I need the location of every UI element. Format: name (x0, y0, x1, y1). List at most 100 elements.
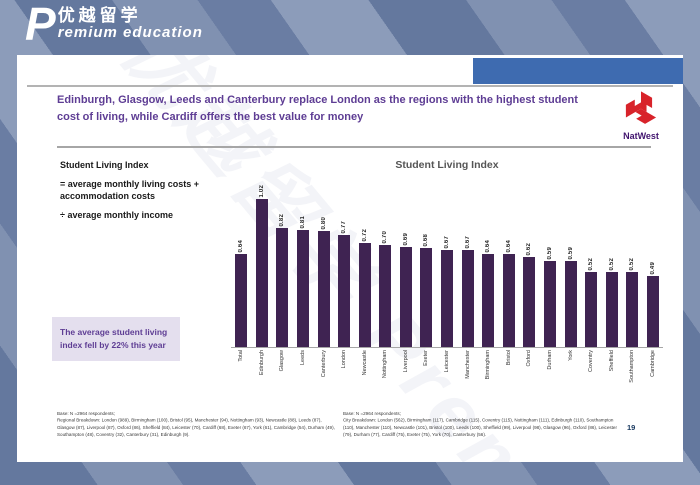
x-axis-label-liverpool: Liverpool (402, 350, 409, 373)
bar-york (564, 261, 577, 347)
x-axis-label-cambridge: Cambridge (649, 350, 656, 377)
bar-slot-cambridge: 0.49 (643, 262, 664, 347)
bar-slot-sheffield: 0.52 (601, 258, 622, 347)
bar-canterbury (317, 231, 330, 347)
page-number: 19 (627, 423, 636, 432)
bar-slot-oxford: 0.62 (519, 243, 540, 347)
bar-value-label: 0.52 (629, 257, 636, 270)
bar-value-label: 0.64 (238, 239, 245, 252)
x-axis-label-canterbury: Canterbury (320, 350, 327, 378)
x-label-slot: Glasgow (272, 350, 293, 371)
bar-newcastle (358, 243, 371, 347)
bar-slot-manchester: 0.67 (457, 236, 478, 347)
bar-slot-liverpool: 0.69 (396, 233, 417, 347)
x-label-slot: Coventry (581, 350, 602, 372)
chart-x-axis-labels: Total Edinburgh Glasgow Leeds Canterbury Lond… (231, 350, 663, 406)
x-label-slot: Nottingham (375, 350, 396, 378)
bar-manchester (461, 250, 474, 347)
bar-value-label: 0.59 (567, 246, 574, 259)
bar-slot-southampton: 0.52 (622, 258, 643, 347)
footnote-city-breakdown: City Breakdown: London (562), Birmingham… (343, 418, 617, 438)
bar-value-label: 0.59 (546, 246, 553, 259)
footnote-regional-breakdown: Regional Breakdown: London (989), Birmin… (57, 418, 335, 438)
bar-value-label: 0.52 (608, 257, 615, 270)
x-axis-label-leeds: Leeds (300, 350, 307, 365)
x-axis-label-edinburgh: Edinburgh (258, 350, 265, 376)
bar-southampton (626, 272, 639, 347)
x-axis-label-london: London (341, 350, 348, 369)
bar-slot-leicester: 0.67 (437, 236, 458, 347)
bar-value-label: 0.64 (505, 239, 512, 252)
x-label-slot: Edinburgh (252, 350, 273, 375)
bar-slot-edinburgh: 1.02 (252, 185, 273, 347)
bar-value-label: 0.69 (402, 232, 409, 245)
bar-sheffield (605, 272, 618, 347)
title-divider-line (57, 146, 651, 148)
x-axis-label-york: York (567, 350, 574, 361)
x-label-slot: Cambridge (643, 350, 664, 377)
bar-durham (543, 261, 556, 347)
natwest-logo-icon (622, 91, 660, 131)
bar-value-label: 0.72 (361, 228, 368, 241)
bar-value-label: 0.52 (588, 257, 595, 270)
bar-birmingham (482, 254, 495, 347)
x-label-slot: Oxford (519, 350, 540, 367)
x-axis-label-glasgow: Glasgow (279, 350, 286, 372)
bar-value-label: 0.70 (382, 230, 389, 243)
x-label-slot: York (560, 350, 581, 361)
bar-slot-total: 0.64 (231, 240, 252, 347)
bar-london (338, 235, 351, 347)
chart-title: Student Living Index (395, 159, 499, 171)
footnote-regional: Base: N =2964 respondents; Regional Brea… (57, 411, 340, 439)
x-label-slot: Durham (540, 350, 561, 370)
x-label-slot: Sheffield (601, 350, 622, 371)
bar-value-label: 0.81 (300, 215, 307, 228)
footnote-regional-base: Base: N =2964 respondents; (57, 411, 115, 417)
x-axis-label-newcastle: Newcastle (361, 350, 368, 376)
x-axis-label-birmingham: Birmingham (485, 350, 492, 380)
x-axis-label-sheffield: Sheffield (608, 350, 615, 372)
bar-slot-coventry: 0.52 (581, 258, 602, 347)
slide-canvas: 优越留学 Premium education Edinburgh, Glasgo… (17, 55, 683, 462)
bar-value-label: 0.67 (444, 235, 451, 248)
logo-english-text: remium education (57, 23, 203, 41)
bar-value-label: 0.64 (485, 239, 492, 252)
definition-formula-numerator: = average monthly living costs + accommo… (60, 179, 200, 202)
bar-slot-canterbury: 0.80 (313, 217, 334, 347)
bar-edinburgh (255, 199, 268, 347)
x-label-slot: Total (231, 350, 252, 362)
x-axis-label-exeter: Exeter (423, 350, 430, 366)
bar-liverpool (399, 247, 412, 347)
header-divider-line (27, 85, 673, 87)
footnote-city-base: Base: N =2964 respondents; (343, 411, 401, 417)
bar-value-label: 0.80 (320, 216, 327, 229)
chart-plot-area: 0.64 1.02 0.82 0.81 0.80 0.77 0.72 0.70 0.69 0.68… (231, 178, 663, 348)
header-accent-bar (473, 58, 683, 84)
x-label-slot: London (334, 350, 355, 368)
bar-slot-nottingham: 0.70 (375, 231, 396, 347)
x-axis-label-bristol: Bristol (505, 350, 512, 366)
bar-value-label: 1.02 (258, 184, 265, 197)
footnote-city: Base: N =2964 respondents; City Breakdow… (343, 411, 626, 439)
bar-cambridge (646, 276, 659, 347)
bar-leicester (441, 250, 454, 347)
index-definition-block: Student Living Index = average monthly l… (60, 159, 232, 222)
bar-total (235, 254, 248, 347)
x-label-slot: Birmingham (478, 350, 499, 379)
x-label-slot: Newcastle (354, 350, 375, 375)
bar-slot-durham: 0.59 (540, 247, 561, 347)
bar-exeter (420, 248, 433, 347)
x-axis-label-leicester: Leicester (444, 350, 451, 373)
bar-slot-birmingham: 0.64 (478, 240, 499, 347)
logo-text-stack: 优越留学 remium education (58, 7, 203, 47)
logo-p-letter: P (25, 0, 56, 50)
bar-bristol (502, 254, 515, 347)
bar-value-label: 0.77 (341, 220, 348, 233)
natwest-logo: NatWest (609, 89, 673, 141)
logo-chinese-text: 优越留学 (57, 6, 142, 25)
premium-education-logo: P 优越留学 remium education (25, 0, 203, 50)
x-axis-label-durham: Durham (546, 350, 553, 370)
bar-slot-newcastle: 0.72 (354, 229, 375, 347)
slide-title: Edinburgh, Glasgow, Leeds and Canterbury… (57, 94, 578, 123)
